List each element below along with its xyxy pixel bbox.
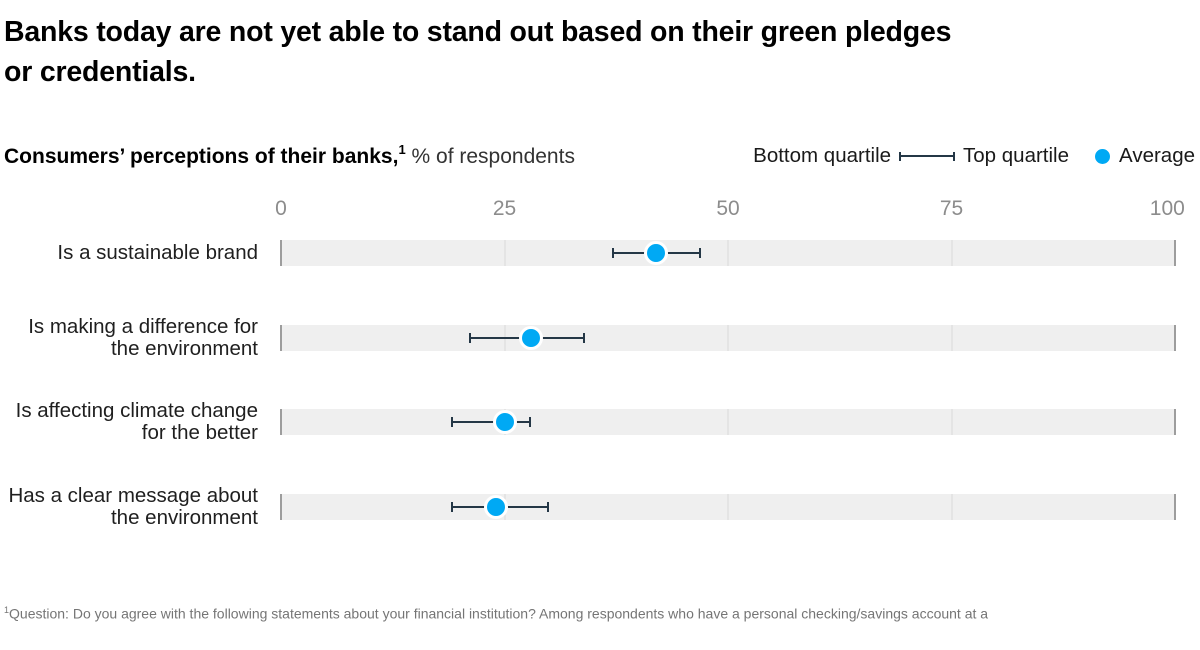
axis-tick-label: 25 bbox=[492, 197, 517, 220]
chart-legend: Bottom quartile Top quartile Average bbox=[753, 144, 1195, 168]
gridline bbox=[951, 325, 952, 351]
average-dot bbox=[492, 410, 517, 434]
chart-row: Is making a difference for the environme… bbox=[0, 316, 1176, 360]
gridline bbox=[1174, 409, 1176, 435]
page-title: Banks today are not yet able to stand ou… bbox=[4, 12, 1124, 92]
quartile-range-icon bbox=[899, 151, 956, 162]
gridline bbox=[504, 240, 505, 266]
x-axis: 0 25 50 75 100 bbox=[275, 197, 1185, 223]
gridline bbox=[280, 494, 282, 520]
gridline bbox=[280, 325, 282, 351]
page-title-line2: or credentials. bbox=[4, 56, 196, 88]
chart-row: Is a sustainable brand bbox=[0, 240, 1176, 266]
gridline bbox=[280, 240, 282, 266]
gridline bbox=[727, 325, 729, 351]
subtitle-bold: Consumers’ perceptions of their banks, bbox=[4, 145, 399, 168]
average-dot bbox=[644, 241, 669, 265]
gridline bbox=[727, 494, 729, 520]
subtitle-units: % of respondents bbox=[405, 145, 575, 168]
row-band bbox=[280, 494, 1176, 520]
row-band bbox=[280, 240, 1176, 266]
row-label: Is affecting climate change for the bett… bbox=[15, 399, 258, 444]
chart-subtitle: Consumers’ perceptions of their banks,1 … bbox=[4, 142, 575, 169]
row-label: Is making a difference for the environme… bbox=[28, 315, 258, 360]
legend-bottom-quartile-label: Bottom quartile bbox=[753, 144, 892, 167]
quartile-range bbox=[450, 417, 532, 427]
axis-tick-label: 50 bbox=[716, 197, 740, 220]
gridline bbox=[1174, 325, 1176, 351]
chart-row: Has a clear message about the environmen… bbox=[0, 485, 1176, 529]
axis-tick-label: 100 bbox=[1149, 197, 1185, 220]
gridline bbox=[1174, 494, 1176, 520]
footnote: 1Question: Do you agree with the followi… bbox=[4, 562, 1190, 650]
legend-top-quartile-label: Top quartile bbox=[963, 144, 1070, 167]
gridline bbox=[951, 409, 952, 435]
chart-row: Is affecting climate change for the bett… bbox=[0, 400, 1176, 444]
legend-average-label: Average bbox=[1119, 144, 1195, 167]
average-dot bbox=[519, 326, 544, 350]
gridline bbox=[280, 409, 282, 435]
row-label: Is a sustainable brand bbox=[57, 241, 258, 264]
row-band bbox=[280, 325, 1176, 351]
gridline bbox=[951, 494, 952, 520]
gridline bbox=[727, 409, 729, 435]
footnote-line1: 1Question: Do you agree with the followi… bbox=[4, 605, 989, 622]
page-title-line1: Banks today are not yet able to stand ou… bbox=[4, 16, 952, 48]
row-label: Has a clear message about the environmen… bbox=[8, 484, 258, 529]
gridline bbox=[1174, 240, 1176, 266]
gridline bbox=[727, 240, 729, 266]
axis-tick-label: 75 bbox=[939, 197, 964, 220]
row-band bbox=[280, 409, 1176, 435]
subtitle-footnote-marker: 1 bbox=[398, 142, 406, 157]
axis-tick-label: 0 bbox=[275, 197, 287, 220]
average-dot bbox=[483, 495, 508, 519]
average-dot-icon bbox=[1095, 148, 1111, 164]
gridline bbox=[951, 240, 952, 266]
